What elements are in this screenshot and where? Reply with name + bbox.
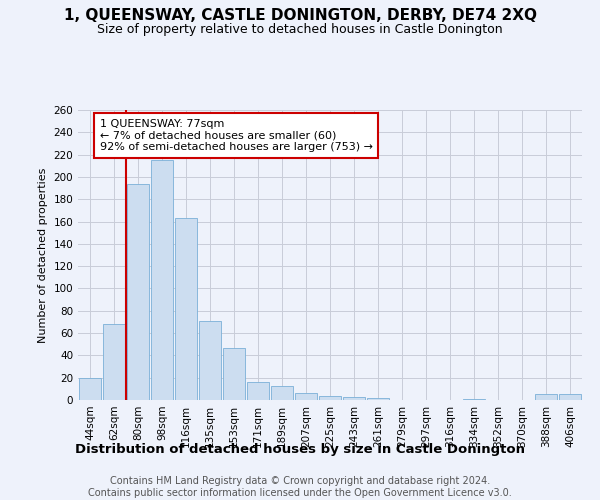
Bar	[151, 160, 173, 400]
Text: Distribution of detached houses by size in Castle Donington: Distribution of detached houses by size …	[75, 442, 525, 456]
Bar	[103, 324, 125, 400]
Bar	[223, 348, 245, 400]
Text: Size of property relative to detached houses in Castle Donington: Size of property relative to detached ho…	[97, 22, 503, 36]
Bar	[319, 396, 341, 400]
Text: 1, QUEENSWAY, CASTLE DONINGTON, DERBY, DE74 2XQ: 1, QUEENSWAY, CASTLE DONINGTON, DERBY, D…	[64, 8, 536, 22]
Bar	[343, 396, 365, 400]
Bar	[367, 398, 389, 400]
Y-axis label: Number of detached properties: Number of detached properties	[38, 168, 48, 342]
Bar	[271, 386, 293, 400]
Bar	[247, 382, 269, 400]
Bar	[559, 394, 581, 400]
Bar	[175, 218, 197, 400]
Bar	[127, 184, 149, 400]
Text: Contains HM Land Registry data © Crown copyright and database right 2024.
Contai: Contains HM Land Registry data © Crown c…	[88, 476, 512, 498]
Bar	[199, 321, 221, 400]
Bar	[295, 394, 317, 400]
Text: 1 QUEENSWAY: 77sqm
← 7% of detached houses are smaller (60)
92% of semi-detached: 1 QUEENSWAY: 77sqm ← 7% of detached hous…	[100, 119, 373, 152]
Bar	[535, 394, 557, 400]
Bar	[79, 378, 101, 400]
Bar	[463, 399, 485, 400]
